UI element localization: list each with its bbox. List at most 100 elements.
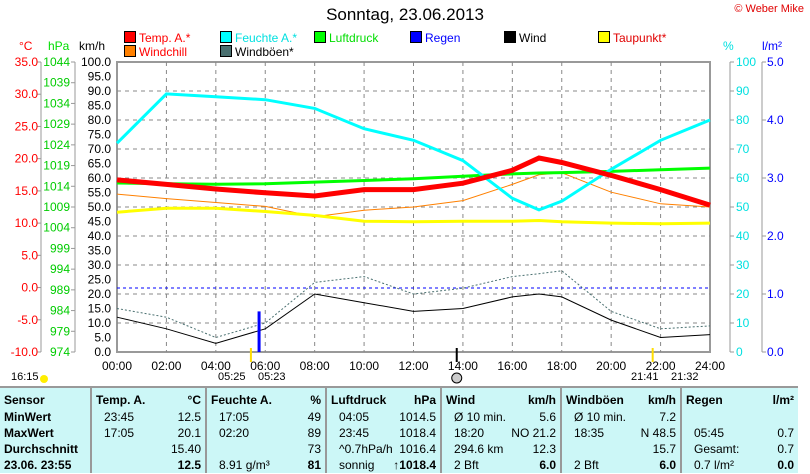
press-tick-label: 1039 (43, 76, 70, 90)
cell-value: 15.7 (652, 442, 676, 456)
moon-icon (451, 372, 463, 384)
series-windchill (116, 172, 711, 218)
press-tick-label: 994 (50, 262, 70, 276)
cell-label: 23.06. 23:55 (4, 458, 72, 472)
wind-tick-label: 25.0 (88, 273, 112, 287)
cell-label: 17:05 (219, 410, 250, 424)
press-tick-label: 1004 (43, 221, 70, 235)
table-row: 18:35 N 48.5 (566, 426, 676, 442)
temp-tick-label: 15.0 (15, 184, 39, 198)
sun-icon (40, 375, 48, 383)
table-row: Durchschnitt (4, 442, 84, 458)
table-row: 05:45 0.7 (686, 426, 794, 442)
header-unit: km/h (527, 393, 556, 407)
cell-value: 1018.4 (399, 426, 436, 440)
legend-swatch (124, 31, 136, 43)
cell-value: 0.0 (777, 458, 794, 472)
press-tick-label: 989 (50, 283, 70, 297)
stats-table: Sensor MinWert MaxWert Durchschnitt 23.06. 2… (0, 386, 798, 473)
x-tick-label: 14:00 (448, 359, 478, 373)
table-row: 73 (211, 442, 321, 458)
temp-tick-label: 20.0 (15, 152, 39, 166)
rain-unit: l/m² (762, 39, 782, 53)
hum-tick-label: 90 (736, 84, 750, 98)
sunrise-time-2: 05:23 (258, 371, 286, 383)
x-tick-label: 24:00 (695, 359, 725, 373)
sunset-time: 21:41 (631, 371, 659, 383)
press-tick-label: 974 (50, 345, 70, 359)
cell-value: 81 (307, 458, 321, 472)
wind-unit: km/h (79, 39, 106, 53)
legend-item: Taupunkt* (598, 31, 666, 45)
cell-label: 04:05 (339, 410, 370, 424)
cell-value: 7.2 (659, 410, 676, 424)
legend-label: Temp. A.* (139, 31, 191, 45)
cell-label: 18:35 (574, 426, 605, 440)
rain-tick-label: 3.0 (767, 171, 784, 185)
table-header: Luftdruck hPa (331, 393, 436, 409)
table-row: 23:45 12.5 (96, 410, 201, 426)
hum-unit: % (723, 39, 734, 53)
cell-value: 20.1 (177, 426, 201, 440)
cell-label: 02:20 (219, 426, 250, 440)
press-tick-label: 999 (50, 241, 70, 255)
legend-item: Feuchte A.* (220, 31, 297, 45)
table-row: 18:20 NO 21.2 (446, 426, 556, 442)
wind-tick-label: 85.0 (88, 99, 112, 113)
cell-label: 17:05 (104, 426, 135, 440)
legend-swatch (504, 31, 516, 43)
copyright: © Weber Mike (734, 3, 804, 15)
press-tick-label: 979 (50, 324, 70, 338)
table-row: 2 Bft 6.0 (566, 458, 676, 474)
cell-value: 5.6 (539, 410, 556, 424)
cell-value: 1016.4 (399, 442, 436, 456)
cell-value: 12.5 (177, 458, 201, 472)
cell-label: 2 Bft (454, 458, 479, 472)
cell-value: 73 (307, 442, 321, 456)
x-tick-label: 20:00 (596, 359, 626, 373)
table-row: 12.5 (96, 458, 201, 474)
table-header: Regen l/m² (686, 393, 794, 409)
table-column: Feuchte A.% 17:05 49 02:20 89 73 8.91 g/m³ 81 (205, 388, 327, 473)
temp-tick-label: -10.0 (11, 345, 39, 359)
cell-label: 23:45 (104, 410, 135, 424)
header-unit: °C (187, 393, 201, 407)
header-label: Feuchte A. (211, 393, 272, 407)
table-row: 15.7 (566, 442, 676, 458)
header-unit: hPa (413, 393, 436, 407)
header-label: Regen (686, 393, 723, 407)
table-row: Ø 10 min. 5.6 (446, 410, 556, 426)
wind-tick-label: 80.0 (88, 113, 112, 127)
x-tick-label: 16:00 (497, 359, 527, 373)
wind-tick-label: 95.0 (88, 70, 112, 84)
wind-tick-label: 45.0 (88, 215, 112, 229)
table-row: 8.91 g/m³ 81 (211, 458, 321, 474)
table-column: Wind km/h Ø 10 min. 5.6 18:20 NO 21.2 294.6 km… (440, 388, 562, 473)
cell-label: Gesamt: (694, 442, 740, 456)
cell-label: 294.6 km (454, 442, 504, 456)
press-tick-label: 1009 (43, 200, 70, 214)
cell-label: 2 Bft (574, 458, 599, 472)
legend-swatch (314, 31, 326, 43)
legend-label: Windböen* (235, 45, 294, 59)
rain-tick-label: 4.0 (767, 113, 784, 127)
legend-label: Windchill (139, 45, 188, 59)
chart-title: Sonntag, 23.06.2013 (326, 5, 484, 24)
press-tick-label: 1019 (43, 159, 70, 173)
table-column: Temp. A. °C 23:45 12.5 17:05 20.1 15.40 12.5 (90, 388, 207, 473)
cell-label: MaxWert (4, 426, 54, 440)
table-column: Regen l/m² 05:45 0.7 Gesamt: 0.7 0.7 l/m² 0.0 (680, 388, 800, 473)
hum-tick-label: 80 (736, 113, 750, 127)
legend-label: Wind (519, 31, 547, 45)
cell-value: 6.0 (659, 458, 676, 472)
table-row: sonnig ↑1018.4 (331, 458, 436, 474)
table-row (686, 410, 794, 426)
table-row: 294.6 km 12.3 (446, 442, 556, 458)
cell-value: NO 21.2 (511, 426, 556, 440)
cell-value: 49 (307, 410, 321, 424)
table-row: Gesamt: 0.7 (686, 442, 794, 458)
wind-tick-label: 60.0 (88, 171, 112, 185)
press-tick-label: 1034 (43, 96, 70, 110)
press-tick-label: 1029 (43, 117, 70, 131)
chart: 00:00 02:00 04:00 06:00 08:00 10:00 12:00 14:00… (11, 55, 784, 384)
